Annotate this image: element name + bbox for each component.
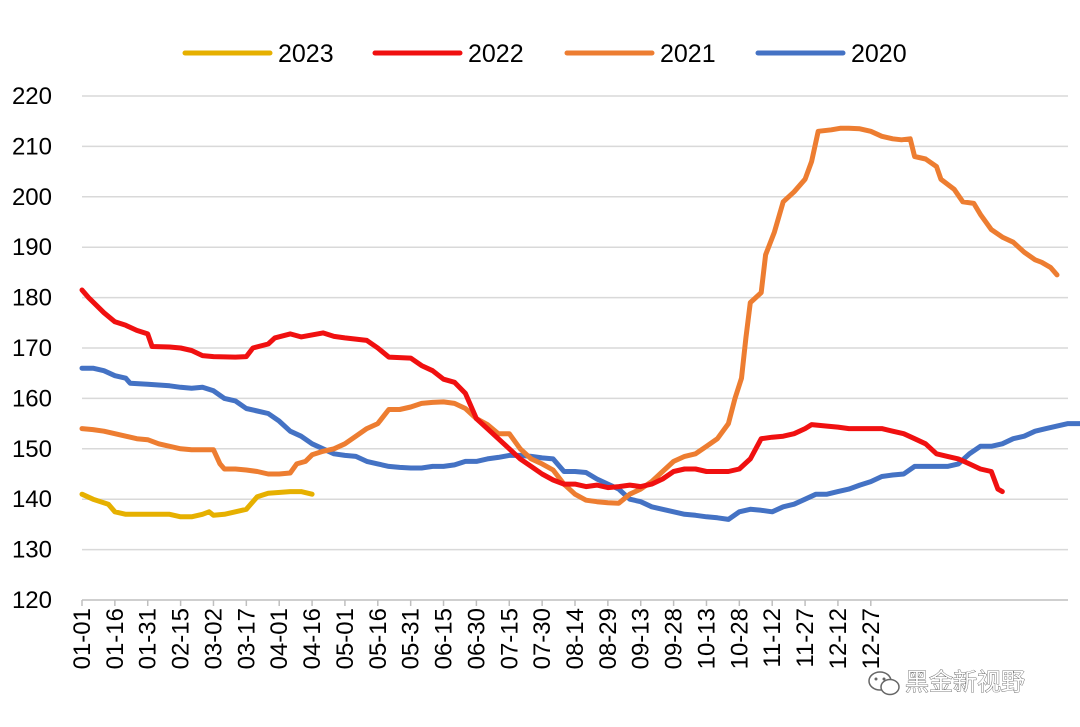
legend-label-2022: 2022 (468, 40, 524, 68)
x-tick-label: 04-16 (299, 608, 326, 669)
y-tick-label: 180 (12, 285, 52, 312)
grid-lines (82, 95, 1068, 551)
x-tick-label: 05-31 (398, 608, 425, 669)
x-tick-label: 01-16 (102, 608, 129, 669)
watermark: 黑金新视野 (868, 668, 1025, 696)
x-tick-label: 03-17 (233, 608, 260, 669)
x-tick-label: 08-29 (595, 608, 622, 669)
y-tick-label: 190 (12, 234, 52, 261)
series-line-2021 (79, 125, 1060, 506)
legend-label-2021: 2021 (660, 40, 716, 68)
x-tick-label: 03-02 (200, 608, 227, 669)
x-tick-label: 08-14 (562, 608, 589, 669)
series-line-2020 (79, 365, 1080, 522)
legend: 2023 2022 2021 2020 (182, 40, 907, 68)
x-axis: 01-01 01-16 01-31 02-15 03-02 03-17 04-01 04-16… (69, 599, 1068, 669)
series-line-2022 (79, 287, 1005, 495)
series-line-2023 (79, 489, 315, 520)
y-axis: 120 130 140 150 160 170 180 190 200 210 220 (12, 83, 52, 614)
x-tick-label: 09-28 (661, 608, 688, 669)
x-tick-label: 07-30 (529, 608, 556, 669)
x-tick-label: 12-27 (858, 608, 885, 669)
x-tick-label: 01-31 (135, 608, 162, 669)
x-tick-label: 07-15 (496, 608, 523, 669)
y-tick-label: 150 (12, 436, 52, 463)
watermark-text: 黑金新视野 (905, 668, 1025, 696)
x-tick-label: 09-13 (628, 608, 655, 669)
y-tick-label: 220 (12, 83, 52, 110)
x-tick-label: 12-12 (825, 608, 852, 669)
legend-label-2020: 2020 (851, 40, 907, 68)
y-tick-label: 170 (12, 335, 52, 362)
x-tick-label: 01-01 (69, 608, 96, 669)
wechat-icon (868, 671, 900, 696)
y-tick-label: 200 (12, 184, 52, 211)
x-tick-label: 06-30 (463, 608, 490, 669)
y-tick-label: 130 (12, 537, 52, 564)
x-tick-label: 02-15 (168, 608, 195, 669)
legend-label-2023: 2023 (278, 40, 334, 68)
series-layer (79, 125, 1080, 522)
y-tick-label: 160 (12, 385, 52, 412)
x-tick-label: 04-01 (266, 608, 293, 669)
y-tick-label: 210 (12, 133, 52, 160)
x-tick-label: 05-16 (365, 608, 392, 669)
x-tick-label: 10-28 (726, 608, 753, 669)
y-tick-label: 140 (12, 486, 52, 513)
x-tick-label: 05-01 (332, 608, 359, 669)
x-tick-label: 10-13 (693, 608, 720, 669)
x-tick-label: 06-15 (431, 608, 458, 669)
x-tick-label: 11-27 (792, 608, 819, 668)
y-tick-label: 120 (12, 587, 52, 614)
x-tick-label: 11-12 (759, 608, 786, 668)
